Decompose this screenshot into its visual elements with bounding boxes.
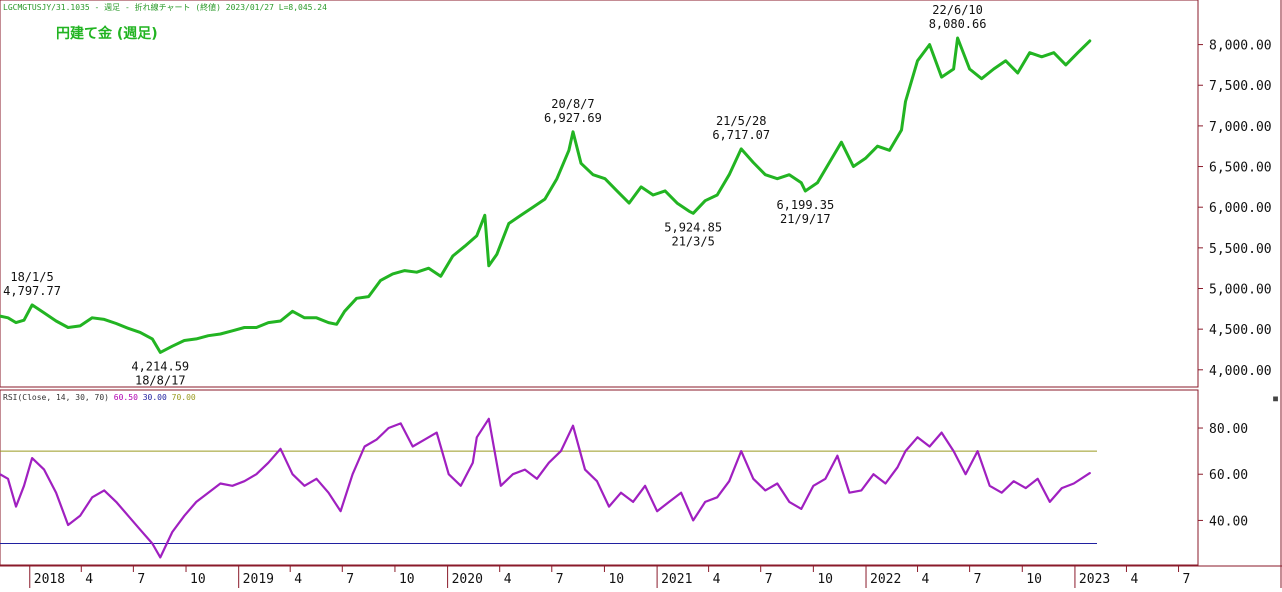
price-annotation: 22/6/108,080.66 (929, 3, 987, 31)
x-tick-label: 7 (974, 572, 982, 587)
price-y-tick-label: 5,500.00 (1209, 242, 1272, 257)
x-tick-label: 2019 (243, 572, 274, 587)
x-tick-label: 4 (294, 572, 302, 587)
x-tick-label: 7 (346, 572, 354, 587)
x-tick-label: 2022 (870, 572, 901, 587)
rsi-level-lines (0, 450, 1097, 545)
annotation-date: 21/5/28 (716, 114, 767, 128)
annotation-value: 8,080.66 (929, 17, 987, 31)
rsi-y-axis: 40.00 60.00 80.00 (1198, 422, 1248, 529)
x-tick-label: 7 (1183, 572, 1191, 587)
x-tick-label: 4 (85, 572, 93, 587)
x-tick-label: 4 (922, 572, 930, 587)
x-tick-label: 10 (1026, 572, 1042, 587)
x-tick-label: 7 (765, 572, 773, 587)
rsi-series (0, 417, 1091, 559)
annotation-value: 6,717.07 (712, 128, 770, 142)
price-y-axis: 4,000.00 4,500.00 5,000.00 5,500.00 6,000.00… (1198, 39, 1272, 379)
x-tick-label: 2020 (452, 572, 483, 587)
x-tick-label: 10 (399, 572, 415, 587)
price-y-tick-label: 6,000.00 (1209, 201, 1272, 216)
x-axis: 2018 4 7 10 2019 4 7 10 2020 4 7 10 2021 4 7 10 2022 4 7 10… (29, 566, 1191, 588)
rsi-legend: RSI(Close, 14, 30, 70) 60.50 30.00 70.00 (3, 393, 196, 402)
annotation-value: 6,199.35 (776, 198, 834, 212)
annotation-date: 18/8/17 (135, 373, 186, 387)
rsi-legend-high: 70.00 (171, 393, 196, 402)
x-tick-label: 4 (713, 572, 721, 587)
price-y-tick-label: 4,500.00 (1209, 323, 1272, 338)
annotation-value: 4,797.77 (3, 284, 61, 298)
annotation-date: 20/8/7 (551, 97, 594, 111)
rsi-y-tick-label: 40.00 (1209, 514, 1248, 529)
x-tick-label: 4 (504, 572, 512, 587)
annotation-date: 18/1/5 (10, 270, 53, 284)
price-annotation: 21/5/286,717.07 (712, 114, 770, 142)
price-y-tick-label: 4,000.00 (1209, 364, 1272, 379)
x-tick-label: 10 (190, 572, 206, 587)
chart-info-header: LGCMGTUSJY/31.1035 - 週足 - 折れ線チャート (終値) 2… (3, 3, 327, 12)
price-series (0, 36, 1092, 354)
x-tick-label: 2018 (34, 572, 65, 587)
price-annotation: 20/8/76,927.69 (544, 97, 602, 125)
x-tick-label: 2023 (1079, 572, 1110, 587)
annotation-date: 21/3/5 (671, 234, 714, 248)
annotation-value: 4,214.59 (131, 359, 189, 373)
x-tick-label: 7 (137, 572, 145, 587)
rsi-y-tick-label: 80.00 (1209, 422, 1248, 437)
annotation-date: 21/9/17 (780, 212, 831, 226)
price-y-tick-label: 7,000.00 (1209, 120, 1272, 135)
x-tick-label: 10 (608, 572, 624, 587)
price-y-tick-label: 7,500.00 (1209, 79, 1272, 94)
rsi-legend-name: RSI(Close, 14, 30, 70) (3, 393, 109, 402)
rsi-line (0, 417, 1091, 559)
price-y-tick-label: 5,000.00 (1209, 283, 1272, 298)
price-y-tick-label: 8,000.00 (1209, 39, 1272, 54)
x-tick-label: 4 (1130, 572, 1138, 587)
x-tick-label: 7 (556, 572, 564, 587)
x-tick-label: 2021 (661, 572, 692, 587)
chart-title: 円建て金 (週足) (56, 26, 158, 42)
x-tick-label: 10 (817, 572, 833, 587)
rsi-y-tick-label: 60.00 (1209, 468, 1248, 483)
annotation-date: 22/6/10 (932, 3, 983, 17)
rsi-legend-low: 30.00 (142, 393, 167, 402)
square-icon[interactable]: ■ (1273, 394, 1278, 403)
price-annotation: 18/1/54,797.77 (3, 270, 61, 298)
annotation-value: 6,927.69 (544, 111, 602, 125)
annotation-value: 5,924.85 (664, 220, 722, 234)
rsi-legend-current: 60.50 (113, 393, 138, 402)
price-y-tick-label: 6,500.00 (1209, 161, 1272, 176)
price-line (0, 36, 1092, 354)
